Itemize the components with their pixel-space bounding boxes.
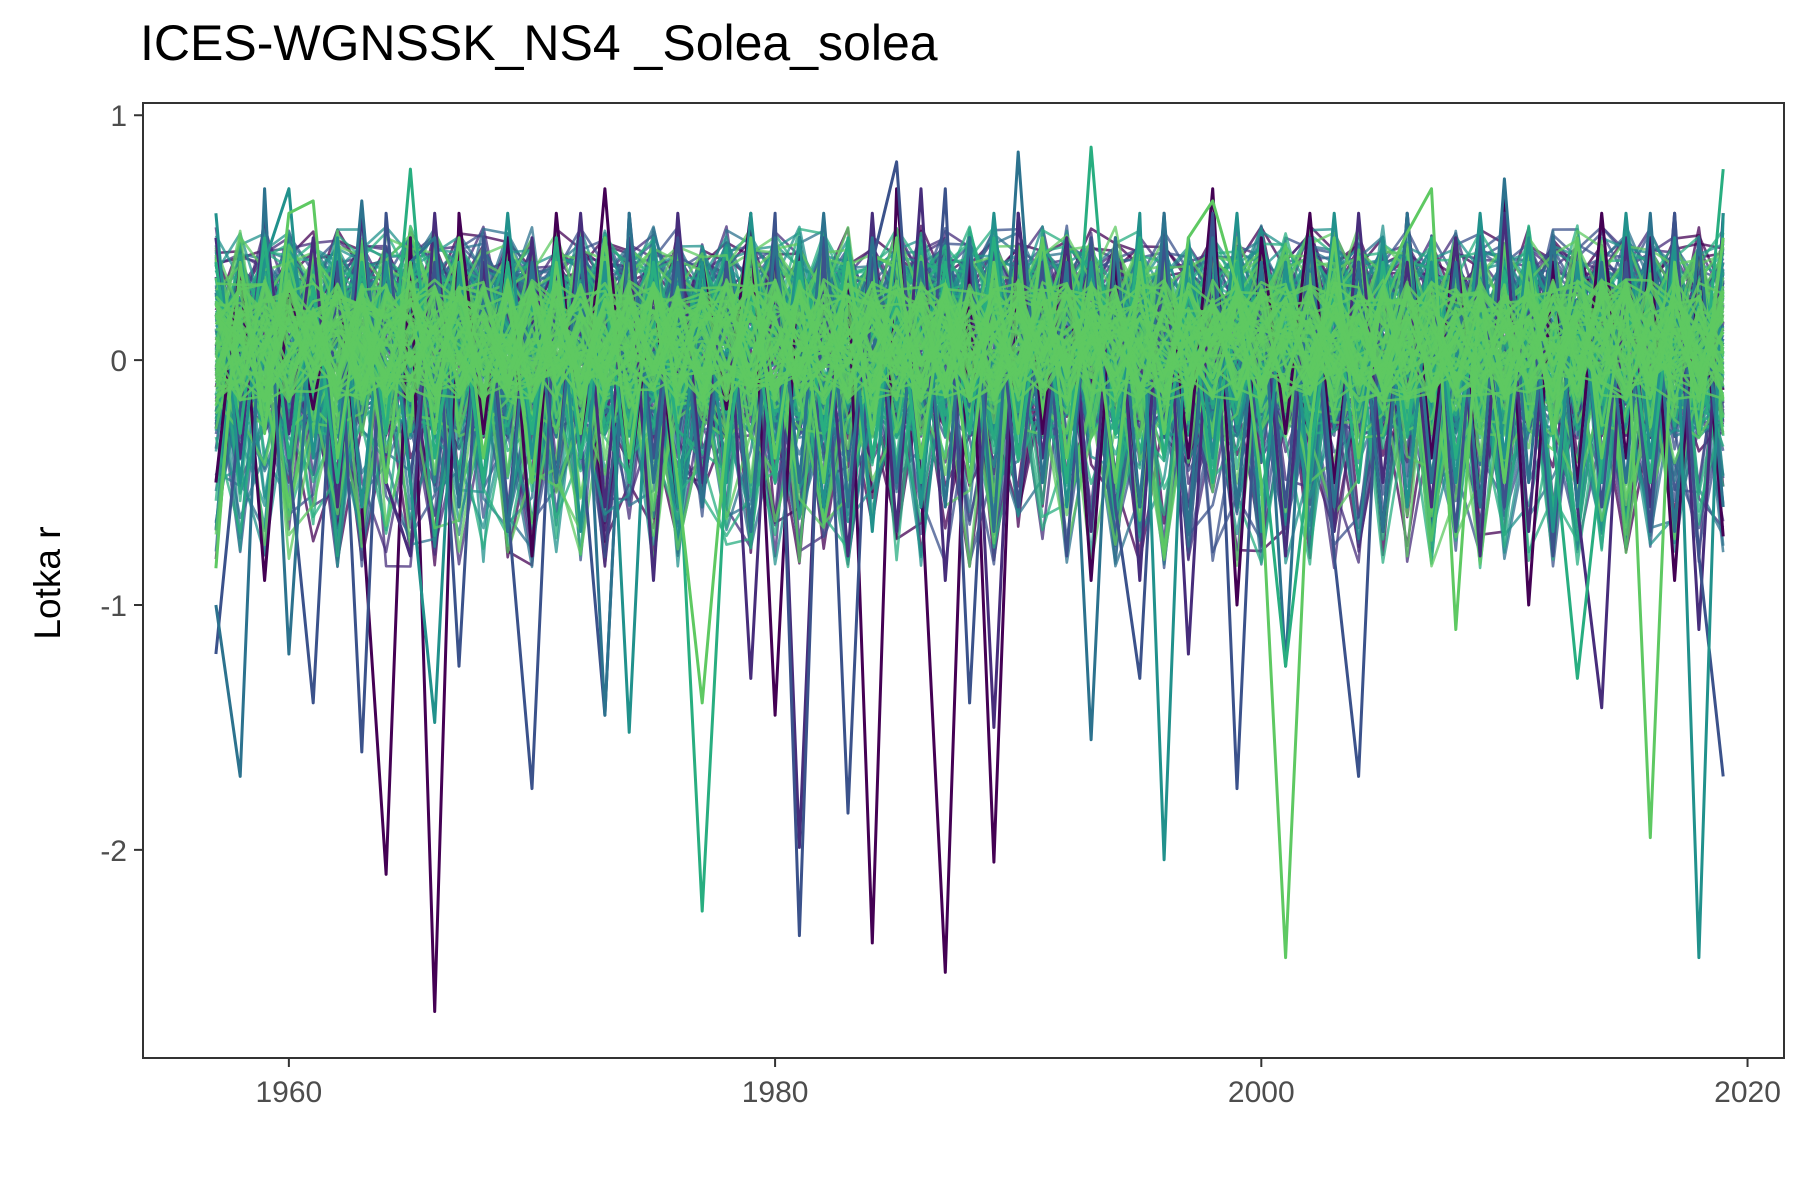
ensemble-line <box>215 279 1725 398</box>
ensemble-line <box>214 285 1725 402</box>
chart-title: ICES-WGNSSK_NS4 _Solea_solea <box>140 15 938 71</box>
ensemble-line <box>214 281 1725 402</box>
y-tick-label: 1 <box>110 100 127 133</box>
x-tick-label: 1980 <box>742 1076 809 1109</box>
series-line-7 <box>214 187 1725 960</box>
ensemble-line <box>214 278 1725 401</box>
y-tick-label: 0 <box>110 345 127 378</box>
series-layer <box>214 145 1725 1013</box>
series-line-4 <box>214 150 1725 778</box>
x-axis: 1960 1980 2000 2020 <box>255 1058 1781 1109</box>
x-tick-label: 2000 <box>1228 1076 1295 1109</box>
x-tick-label: 2020 <box>1714 1076 1781 1109</box>
y-axis: 1 0 -1 -2 <box>100 100 143 868</box>
y-tick-label: -1 <box>100 590 127 623</box>
ensemble-line <box>214 279 1725 399</box>
panel-border <box>142 102 1785 1059</box>
x-tick-label: 1960 <box>255 1076 322 1109</box>
ensemble-line <box>214 278 1725 403</box>
ensemble-line <box>215 281 1724 403</box>
ensemble-line <box>215 280 1725 403</box>
y-tick-label: -2 <box>100 835 127 868</box>
ensemble-foreground <box>214 278 1725 403</box>
ensemble-line <box>214 280 1724 399</box>
